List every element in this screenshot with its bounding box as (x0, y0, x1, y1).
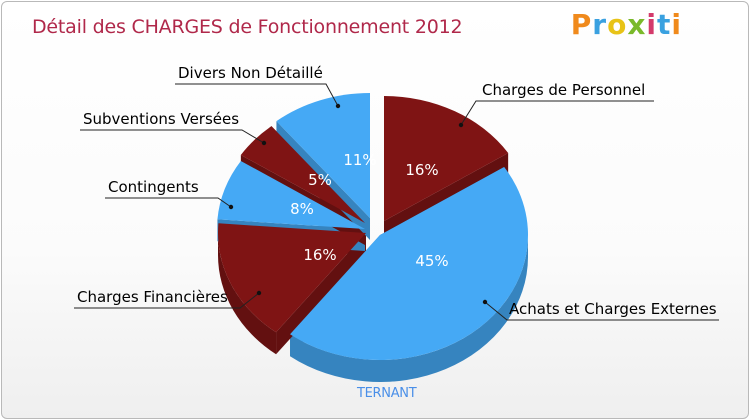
slice-divers-non-detaille (276, 93, 370, 218)
logo-letter: t (657, 8, 672, 41)
leader-line-charges-de-personnel (460, 100, 654, 126)
slice-label-divers-non-detaille: Divers Non Détaillé (178, 64, 323, 82)
slice-pct-subventions-versees: 5% (308, 171, 332, 189)
slice-side-achats-et-charges-externes (290, 235, 528, 382)
slice-label-charges-financieres: Charges Financières (77, 288, 228, 306)
leader-dot-charges-de-personnel (458, 122, 464, 128)
logo-letter: i (646, 8, 657, 41)
slice-edge-charges-financieres (276, 233, 366, 355)
leader-line-charges-financieres (74, 292, 260, 309)
leader-dot-charges-financieres (256, 290, 262, 296)
slice-label-charges-de-personnel: Charges de Personnel (482, 81, 645, 99)
slice-pct-divers-non-detaille: 11% (343, 151, 376, 169)
logo-letter: i (671, 8, 682, 41)
commune-name: TERNANT (357, 386, 417, 401)
slice-charges-de-personnel (384, 96, 509, 221)
leader-line-contingents (105, 197, 232, 208)
logo-letter: x (627, 8, 647, 41)
leader-dot-contingents (228, 204, 234, 210)
slice-labels: Charges de Personnel 16% Achats et Charges… (77, 64, 717, 318)
leader-dot-achats-et-charges-externes (482, 299, 488, 305)
leader-dot-divers-non-detaille (335, 103, 341, 109)
logo-letter: r (592, 8, 608, 41)
slice-contingents (217, 160, 365, 229)
leader-line-achats-et-charges-externes (484, 301, 719, 321)
slice-label-contingents: Contingents (108, 178, 199, 196)
slice-pct-achats-et-charges-externes: 45% (415, 252, 448, 270)
leader-line-subventions-versees (80, 129, 265, 144)
slice-subventions-versees (240, 126, 365, 223)
leader-dot-subventions-versees (261, 140, 267, 146)
slice-charges-financieres (218, 223, 366, 333)
slice-label-subventions-versees: Subventions Versées (83, 110, 239, 128)
slice-label-achats-et-charges-externes: Achats et Charges Externes (509, 300, 717, 318)
leader-line-divers-non-detaille (175, 83, 339, 107)
logo-letter: o (607, 8, 628, 41)
proxiti-logo: Proxiti (571, 8, 682, 41)
slice-side-charges-financieres (218, 233, 277, 355)
pie-slices (217, 93, 528, 382)
slice-pct-charges-financieres: 16% (303, 246, 336, 264)
chart-title: Détail des CHARGES de Fonctionnement 201… (32, 16, 463, 38)
slice-achats-et-charges-externes (290, 166, 528, 360)
logo-letter: P (570, 8, 593, 41)
leader-lines (74, 83, 719, 321)
slice-pct-charges-de-personnel: 16% (405, 161, 438, 179)
slice-pct-contingents: 8% (290, 200, 314, 218)
